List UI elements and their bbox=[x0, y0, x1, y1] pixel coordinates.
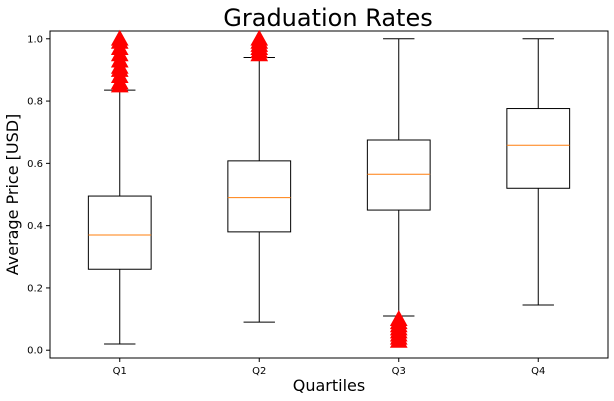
box-iqr bbox=[506, 108, 571, 189]
box-iqr bbox=[227, 160, 292, 233]
outlier-point bbox=[110, 29, 129, 46]
box-iqr bbox=[366, 139, 431, 211]
plot-area bbox=[49, 30, 609, 359]
y-tick-label: 0.8 bbox=[27, 97, 43, 108]
x-tick-label: Q4 bbox=[531, 366, 545, 377]
x-tick-label: Q3 bbox=[392, 366, 406, 377]
box-group-q1 bbox=[87, 29, 152, 345]
y-tick-label: 0.2 bbox=[27, 283, 43, 294]
box-group-q2 bbox=[227, 29, 292, 323]
outlier-point bbox=[389, 310, 408, 326]
box-iqr bbox=[87, 195, 152, 270]
x-tick-label: Q2 bbox=[252, 366, 266, 377]
x-axis: Q1 Q2 Q3 Q4 bbox=[113, 358, 545, 377]
box-group-q4 bbox=[506, 38, 571, 306]
chart-title: Graduation Rates bbox=[223, 4, 432, 32]
boxes-layer bbox=[87, 29, 571, 348]
x-axis-label: Quartiles bbox=[293, 376, 365, 395]
x-tick-label: Q1 bbox=[113, 366, 127, 377]
y-axis: 0.0 0.2 0.4 0.6 0.8 1.0 bbox=[27, 34, 50, 357]
y-axis-label: Average Price [USD] bbox=[3, 114, 22, 276]
y-tick-label: 1.0 bbox=[27, 34, 43, 45]
y-tick-label: 0.0 bbox=[27, 346, 43, 357]
outlier-point bbox=[250, 29, 269, 46]
box-group-q3 bbox=[366, 38, 431, 348]
y-tick-label: 0.6 bbox=[27, 159, 43, 170]
y-tick-label: 0.4 bbox=[27, 221, 43, 232]
